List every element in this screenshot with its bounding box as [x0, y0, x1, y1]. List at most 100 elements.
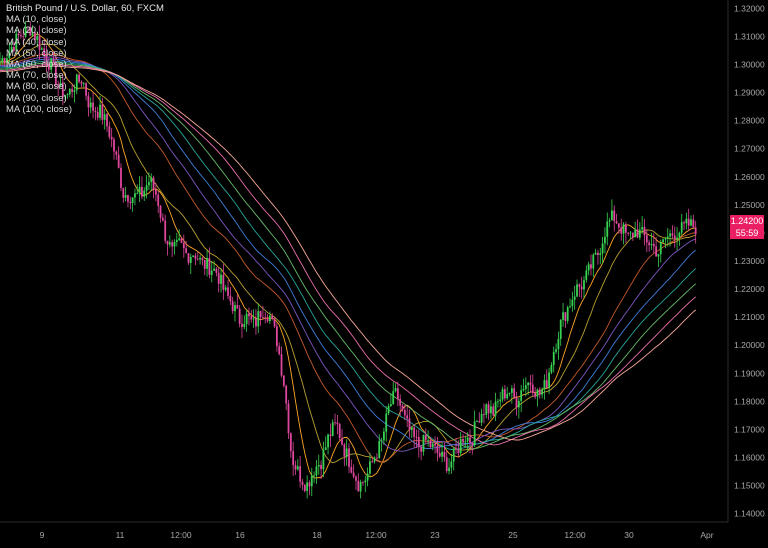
candle-body: [238, 308, 241, 324]
candle-body: [650, 243, 653, 246]
candle-body: [131, 197, 134, 203]
candle-body: [615, 221, 618, 224]
candle-body: [310, 475, 313, 487]
candle-body: [403, 409, 406, 416]
candle-body: [506, 393, 509, 399]
candle-body: [115, 151, 118, 155]
candle-body: [383, 431, 385, 441]
candle-body: [320, 464, 322, 470]
candle-body: [362, 482, 364, 483]
candle-body: [352, 472, 355, 477]
candle-body: [289, 433, 292, 452]
candle-body: [64, 95, 67, 98]
candle-body: [357, 480, 360, 492]
candle-body: [378, 440, 381, 459]
candle-body: [231, 301, 234, 312]
candle-body: [287, 403, 290, 434]
x-tick-label: 12:00: [170, 530, 192, 540]
candle-body: [445, 457, 448, 472]
candle-body: [34, 32, 36, 40]
candle-body: [22, 36, 25, 38]
y-tick-label: 1.19000: [734, 368, 765, 378]
candle-body: [452, 448, 455, 462]
candle-body: [413, 427, 416, 437]
candle-body: [248, 313, 250, 317]
candle-body: [676, 237, 678, 240]
legend-item[interactable]: MA (100, close): [6, 103, 72, 115]
candle-body: [485, 404, 488, 415]
candle-body: [420, 447, 423, 452]
legend-item[interactable]: MA (60, close): [6, 59, 67, 71]
candle-body: [71, 88, 74, 92]
candle-body: [268, 315, 271, 322]
candle-body: [599, 253, 602, 255]
candle-body: [187, 253, 190, 263]
candle-body: [38, 36, 41, 50]
candle-body: [159, 205, 162, 218]
candle-body: [590, 264, 592, 269]
candle-body: [164, 220, 167, 241]
candle-body: [583, 280, 585, 290]
candle-body: [387, 406, 390, 414]
candle-body: [148, 181, 150, 186]
candle-body: [373, 457, 376, 462]
candle-body: [236, 305, 239, 309]
candle-body: [6, 58, 8, 63]
candle-body: [673, 235, 676, 240]
moving-average-lines: [0, 33, 697, 479]
candle-body: [0, 61, 1, 63]
candle-body: [94, 110, 97, 112]
candle-body: [264, 317, 267, 319]
legend-item[interactable]: MA (10, close): [6, 14, 67, 26]
ma-line: [0, 56, 696, 452]
candle-body: [380, 440, 383, 442]
candle-body: [515, 397, 518, 408]
candle-body: [243, 323, 246, 327]
legend-item[interactable]: MA (20, close): [6, 25, 67, 37]
candle-body: [634, 229, 637, 238]
candle-body: [87, 95, 90, 108]
candle-body: [168, 242, 171, 245]
legend-item[interactable]: MA (70, close): [6, 70, 67, 82]
candle-body: [61, 82, 64, 98]
candle-body: [503, 389, 506, 399]
candle-body: [343, 444, 346, 457]
candle-body: [280, 354, 283, 376]
chart-title: British Pound / U.S. Dollar, 60, FXCM: [6, 3, 164, 14]
candle-body: [241, 323, 243, 327]
candle-body: [266, 318, 269, 322]
candle-body: [657, 254, 660, 257]
candle-body: [180, 238, 183, 243]
y-tick-label: 1.26000: [734, 172, 765, 182]
y-tick-label: 1.14000: [734, 509, 765, 519]
candle-body: [520, 390, 523, 401]
candle-body: [471, 442, 474, 446]
legend-item[interactable]: MA (90, close): [6, 92, 67, 104]
candle-body: [480, 413, 483, 423]
x-tick-label: 16: [235, 530, 245, 540]
legend-item[interactable]: MA (80, close): [6, 81, 67, 93]
candle-body: [220, 274, 222, 284]
candle-body: [490, 406, 492, 414]
candle-body: [364, 480, 367, 483]
candle-body: [103, 114, 106, 120]
candle-body: [627, 232, 630, 234]
candle-body: [548, 372, 550, 388]
candle-body: [687, 218, 690, 226]
candle-body: [329, 434, 332, 436]
legend-item[interactable]: MA (50, close): [6, 47, 67, 59]
candle-body: [194, 255, 197, 259]
candle-body: [522, 388, 525, 391]
candle-body: [201, 257, 204, 260]
candle-body: [113, 139, 115, 152]
candle-body: [152, 177, 155, 190]
y-tick-label: 1.29000: [734, 88, 765, 98]
candle-body: [513, 388, 516, 398]
candle-body: [259, 311, 262, 318]
candle-body: [334, 422, 336, 424]
candle-body: [396, 388, 399, 400]
legend-item[interactable]: MA (40, close): [6, 36, 67, 48]
candle-body: [608, 220, 611, 222]
candle-body: [662, 239, 664, 243]
candle-body: [671, 233, 674, 236]
